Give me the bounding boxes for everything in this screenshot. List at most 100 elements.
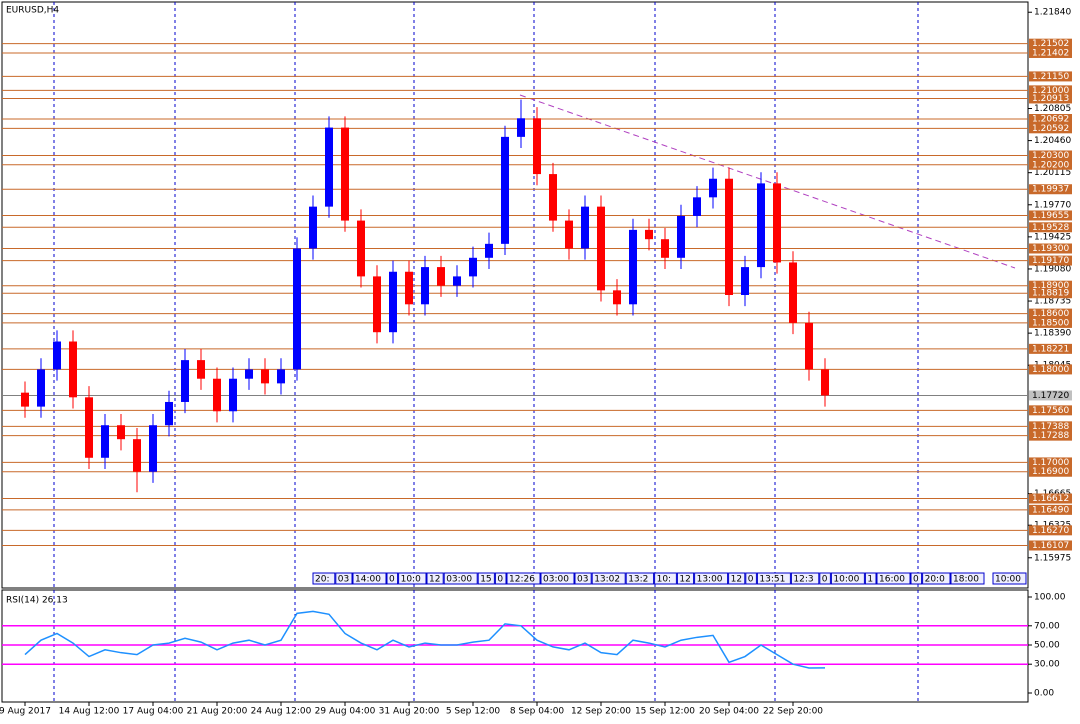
level-box [1029,222,1072,233]
level-label: 1.20300 [1032,151,1069,161]
x-tick-label: 14 Aug 12:00 [59,707,120,717]
level-label: 1.20692 [1032,115,1069,125]
candle-body [437,267,445,286]
current-price-label: 1.17720 [1032,391,1069,401]
candle-body [373,276,381,333]
level-label: 1.18819 [1032,289,1069,299]
level-label: 1.19937 [1032,185,1069,195]
level-box [1029,504,1072,515]
y-tick-label: 1.19425 [1034,232,1071,242]
candle-body [661,239,669,258]
time-tag-label: 20: [315,575,329,585]
time-tag [312,572,336,585]
time-tag [876,572,911,585]
time-tag-label: 0 [822,575,828,585]
level-box [1029,405,1072,416]
x-tick-label: 12 Sep 20:00 [571,707,631,717]
candle-body [117,425,125,440]
time-tag [591,572,626,585]
rsi-tick-label: 30.00 [1034,660,1060,670]
level-box [1029,210,1072,221]
x-tick-label: 9 Aug 2017 [0,707,51,717]
time-tag [694,572,729,585]
y-tick-label: 1.19080 [1034,264,1071,274]
candle-body [757,183,765,268]
time-tag [625,572,655,585]
candle-body [69,341,77,398]
candle-body [805,322,813,370]
level-box [1029,540,1072,551]
level-label: 1.21150 [1032,72,1069,82]
x-tick-label: 20 Sep 04:00 [699,707,759,717]
time-tag-label: 0 [913,575,919,585]
level-label: 1.17288 [1032,431,1069,441]
level-label: 1.19655 [1032,211,1069,221]
level-box [1029,114,1072,125]
candle-body [517,118,525,137]
level-label: 1.20913 [1032,94,1069,104]
level-box [1029,525,1072,536]
time-tag [506,572,541,585]
y-tick-label: 1.20115 [1034,168,1071,178]
level-box [1029,280,1072,291]
level-label: 1.16107 [1032,541,1069,551]
time-tag-label: 03:00 [446,575,472,585]
time-tag [477,572,495,585]
time-tag-label: 16:00 [879,575,905,585]
candle-body [229,378,237,412]
rsi-tick-label: 50.00 [1034,641,1060,651]
time-tag [386,572,399,585]
level-label: 1.17000 [1032,458,1069,468]
level-box [1029,364,1072,375]
time-tag-label: 0 [389,575,395,585]
candle-body [821,369,829,396]
x-tick-label: 31 Aug 20:00 [379,707,440,717]
time-tag-label: 12:26 [509,575,535,585]
level-label: 1.20200 [1032,160,1069,170]
candle-body [581,206,589,249]
candle-body [741,267,749,295]
candle-body [789,262,797,323]
time-tag [654,572,677,585]
time-tag-label: 0 [497,575,503,585]
time-tag [398,572,427,585]
level-label: 1.17560 [1032,406,1069,416]
level-box [1029,85,1072,96]
candle-body [613,290,621,305]
time-tag-label: 1 [867,575,873,585]
time-tag [676,572,695,585]
time-tag [790,572,820,585]
candle-body [469,257,477,277]
time-tag [922,572,951,585]
rsi-tick-label: 0.00 [1034,689,1054,699]
candle-body [293,248,301,370]
y-tick-label: 1.21840 [1034,8,1071,18]
time-tag [950,572,985,585]
rsi-panel [1,589,1029,703]
level-box [1029,93,1072,104]
time-tag-label: 14:00 [355,575,381,585]
candle-body [21,392,29,407]
level-box [1029,430,1072,441]
time-tag [443,572,478,585]
level-box [1029,466,1072,477]
time-tag [992,572,1027,585]
level-label: 1.19170 [1032,256,1069,266]
level-label: 1.18221 [1032,344,1069,354]
y-tick-label: 1.19770 [1034,200,1071,210]
level-label: 1.16490 [1032,505,1069,515]
candle-body [709,178,717,198]
time-tag-label: 13:00 [697,575,723,585]
y-tick-label: 1.18390 [1034,329,1071,339]
level-box [1029,123,1072,134]
time-tag [830,572,865,585]
time-tag-label: 13:02 [594,575,620,585]
candle-body [357,220,365,277]
time-tag-label: 03:00 [543,575,569,585]
candle-body [309,206,317,249]
y-tick-label: 1.20805 [1034,104,1071,114]
time-tag-label: 12 [429,575,440,585]
level-label: 1.18500 [1032,318,1069,328]
candle-body [421,267,429,305]
candle-body [181,360,189,402]
